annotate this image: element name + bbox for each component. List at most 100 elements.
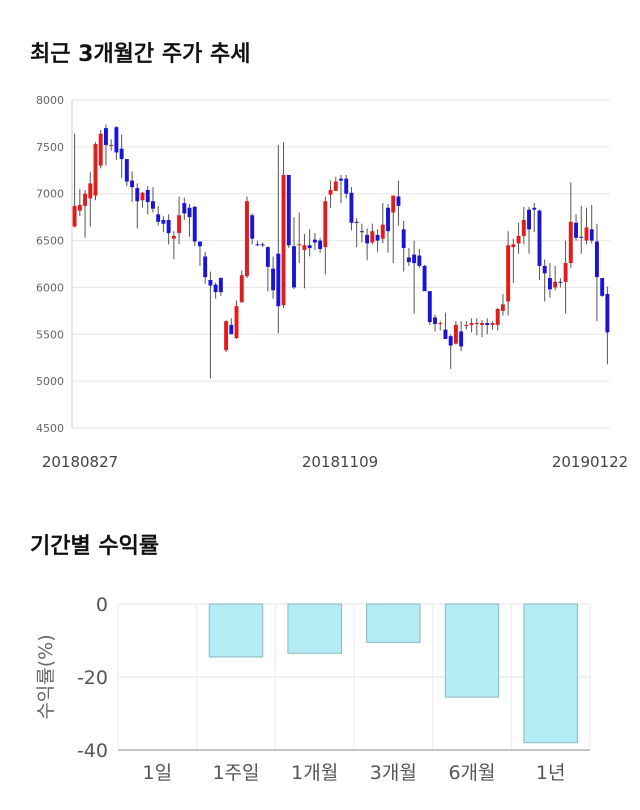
candle-body — [339, 178, 343, 181]
candle-body — [135, 188, 140, 202]
candle-body — [245, 201, 249, 277]
candle-body — [386, 207, 390, 232]
candle-body — [93, 144, 98, 196]
candle-body — [218, 278, 223, 293]
candle-body — [77, 204, 82, 211]
candle-body — [328, 189, 333, 195]
x-tick-label: 20180827 — [42, 453, 118, 471]
candle-body — [88, 183, 93, 199]
candle-body — [563, 263, 568, 282]
x-tick-label: 1개월 — [291, 762, 338, 784]
candle-body — [401, 229, 406, 249]
candle-body — [130, 180, 135, 188]
candle-body — [271, 268, 276, 291]
y-tick-label: 6500 — [36, 235, 64, 248]
candle-body — [490, 323, 495, 325]
candle-body — [161, 219, 166, 224]
candle-body — [151, 201, 155, 209]
candle-body — [537, 210, 542, 266]
candle-body — [119, 148, 124, 160]
candle-body — [124, 159, 129, 182]
candle-body — [307, 245, 312, 249]
returns-title: 기간별 수익률 — [30, 534, 160, 559]
candle-body — [318, 240, 323, 250]
y-tick-label: 6000 — [36, 281, 64, 294]
price-trend-title: 최근 3개월간 주가 추세 — [30, 42, 251, 67]
candle-body — [443, 329, 448, 339]
candle-body — [589, 229, 594, 241]
candle-body — [145, 189, 150, 203]
return-bar — [366, 603, 421, 643]
candle-body — [213, 284, 218, 293]
candle-body — [203, 256, 208, 278]
return-bar — [523, 603, 578, 744]
candle-body — [234, 306, 239, 339]
candle-body — [438, 323, 443, 325]
candle-body — [459, 331, 464, 347]
candle-body — [516, 235, 521, 244]
candle-body — [584, 227, 589, 241]
candle-body — [542, 265, 547, 274]
candle-body — [485, 323, 490, 325]
return-bar — [287, 603, 342, 654]
candle-body — [255, 244, 260, 246]
candle-body — [427, 291, 432, 323]
candle-body — [469, 323, 474, 325]
candle-body — [323, 201, 328, 248]
x-tick-label: 6개월 — [448, 762, 495, 784]
candle-body — [600, 278, 605, 296]
y-tick-label: 7500 — [36, 141, 64, 154]
candlestick-chart: 8000 7500 7000 6500 6000 5500 5000 4500 20180827… — [36, 94, 628, 471]
candle-body — [109, 144, 114, 146]
candle-body — [286, 174, 291, 246]
y-tick-label: 4500 — [36, 422, 64, 435]
candle-body — [276, 253, 281, 307]
candle-body — [103, 128, 108, 145]
candle-body — [182, 203, 187, 214]
return-bar — [208, 603, 264, 658]
candle-body — [422, 265, 427, 292]
candle-body — [495, 308, 500, 325]
candle-body — [156, 214, 161, 222]
candle-body — [171, 235, 176, 239]
candle-body — [224, 321, 229, 351]
x-tick-label: 3개월 — [370, 762, 417, 784]
candle-body — [370, 231, 375, 243]
y-tick-label: 5500 — [36, 328, 64, 341]
candle-body — [349, 192, 354, 223]
candle-body — [198, 241, 202, 247]
candle-body — [333, 181, 338, 191]
candle-body — [474, 323, 479, 325]
candle-body — [464, 324, 469, 326]
candle-body — [187, 207, 192, 218]
candle-body — [547, 278, 552, 290]
x-tick-label: 1주일 — [212, 762, 259, 784]
candle-body — [448, 336, 453, 346]
candle-body — [344, 178, 349, 194]
candle-body — [114, 127, 119, 153]
candle-body — [574, 222, 579, 238]
candle-body — [239, 275, 244, 303]
return-bar — [444, 603, 500, 698]
candle-body — [568, 221, 573, 264]
candle-body — [380, 224, 385, 239]
candle-body — [297, 244, 302, 246]
candle-body — [365, 234, 370, 244]
x-tick-label: 20181109 — [302, 453, 378, 471]
candle-body — [250, 215, 255, 239]
candle-body — [354, 221, 359, 223]
candle-body — [579, 236, 584, 238]
candle-body — [558, 281, 563, 283]
candle-body — [406, 257, 411, 263]
candle-body — [605, 293, 610, 333]
candle-body — [506, 245, 511, 302]
candle-body — [265, 247, 270, 267]
candle-body — [208, 279, 213, 286]
candle-body — [98, 133, 103, 166]
y-tick-label: -40 — [77, 740, 108, 762]
candle-body — [480, 323, 484, 325]
candle-body — [177, 215, 182, 234]
y-axis-label: 수익률(%) — [35, 634, 57, 719]
candle-body — [391, 195, 396, 213]
candle-body — [511, 244, 516, 248]
